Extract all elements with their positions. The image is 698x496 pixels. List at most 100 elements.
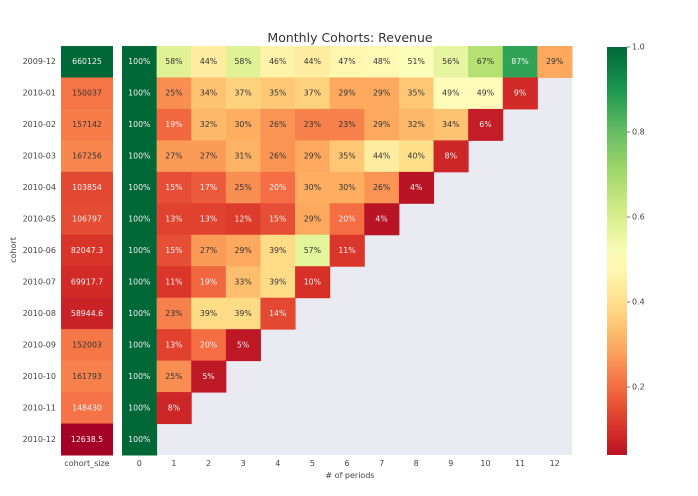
retention-cell [191,297,227,330]
y-tick-label: 2010-01 [23,89,56,98]
retention-cell [225,108,261,141]
retention-cell [225,171,261,204]
cohort-size-cell [61,108,113,141]
retention-label: 100% [128,246,150,255]
x-tick-label: 2 [206,459,211,468]
retention-label: 6% [479,120,491,129]
y-tick-label: 2010-10 [23,372,56,381]
retention-label: 29% [373,120,390,129]
retention-label: 13% [200,215,217,224]
retention-cell [329,171,365,204]
cohort-size-label: 69917.7 [71,277,103,286]
retention-label: 9% [514,89,526,98]
retention-cell [295,108,331,141]
cohort-size-label: 12638.5 [71,435,103,444]
cohort-size-label: 157142 [72,120,102,129]
x-tick-label: 9 [448,459,453,468]
retention-label: 100% [128,372,150,381]
y-tick-label: 2010-05 [23,215,56,224]
colorbar-tick-label: 0.6 [632,213,645,222]
retention-label: 4% [375,215,387,224]
retention-label: 37% [234,89,251,98]
y-tick-label: 2010-12 [23,435,56,444]
retention-label: 29% [304,152,321,161]
retention-label: 26% [269,152,286,161]
retention-label: 40% [408,152,425,161]
retention-label: 15% [165,183,182,192]
colorbar-tick-label: 0.4 [632,298,645,307]
retention-label: 25% [165,372,182,381]
retention-cell [191,266,227,299]
retention-cell [156,140,192,173]
x-tick-label: 12 [550,459,560,468]
retention-cell [191,140,227,173]
retention-label: 57% [304,246,321,255]
retention-label: 11% [338,246,355,255]
y-tick-label: 2009-12 [23,57,56,66]
colorbar [607,47,627,455]
retention-cell [122,266,158,299]
retention-cell [225,46,261,78]
retention-label: 34% [200,89,217,98]
retention-label: 17% [200,183,217,192]
retention-label: 58% [234,57,251,66]
retention-cell [225,329,261,362]
retention-cell [398,108,435,141]
retention-label: 100% [128,403,150,412]
retention-cell [329,77,365,110]
retention-label: 100% [128,215,150,224]
cohort-size-label: 660125 [72,57,102,66]
retention-cell [225,234,261,267]
retention-label: 44% [200,57,217,66]
retention-cell [433,108,469,141]
retention-cell [398,140,435,173]
retention-cell [156,108,192,141]
cohort-size-label: 106797 [72,215,102,224]
retention-label: 8% [168,403,180,412]
retention-cell [122,171,158,204]
retention-label: 30% [338,183,355,192]
retention-cell [122,234,158,267]
retention-label: 35% [338,152,355,161]
y-tick-label: 2010-04 [23,183,56,192]
cohort-size-column: 660125 150037 157142 167256 103854 106797 8204… [61,46,113,456]
retention-cell [502,77,538,110]
retention-cell [122,392,158,425]
retention-cell [398,46,435,78]
retention-cell [468,77,504,110]
x-tick-label: 7 [379,459,384,468]
retention-label: 30% [234,120,251,129]
x-tick-label: 11 [515,459,525,468]
retention-cell [295,266,331,299]
retention-cell [260,266,296,299]
x-tick-label: 5 [310,459,315,468]
retention-label: 33% [234,277,251,286]
retention-label: 56% [442,57,459,66]
retention-cell [329,234,365,267]
retention-label: 34% [442,120,459,129]
cohort-size-label: 152003 [72,340,102,349]
retention-label: 48% [373,57,390,66]
retention-label: 19% [200,277,217,286]
retention-label: 20% [269,183,286,192]
cohort-size-cell [61,329,113,362]
y-tick-label: 2010-06 [23,246,56,255]
y-tick-label: 2010-09 [23,340,56,349]
retention-label: 13% [165,340,182,349]
retention-label: 35% [269,89,286,98]
retention-label: 19% [165,120,182,129]
retention-cell [122,108,158,141]
retention-cell [122,360,158,393]
retention-cell [295,203,331,236]
cohort-size-cell [61,266,113,299]
cohort-size-cell [61,297,113,330]
retention-label: 27% [165,152,182,161]
retention-grid: 100% 58% 44% 58% 46% 44% 47% 48% 51% 56% 67% 87% 29%… [122,46,573,456]
retention-label: 67% [477,57,494,66]
x-tick-label: 0 [137,459,142,468]
retention-cell [156,266,192,299]
retention-label: 100% [128,57,150,66]
y-axis-label: cohort [9,237,18,263]
retention-cell [225,297,261,330]
y-tick-label: 2010-07 [23,277,56,286]
